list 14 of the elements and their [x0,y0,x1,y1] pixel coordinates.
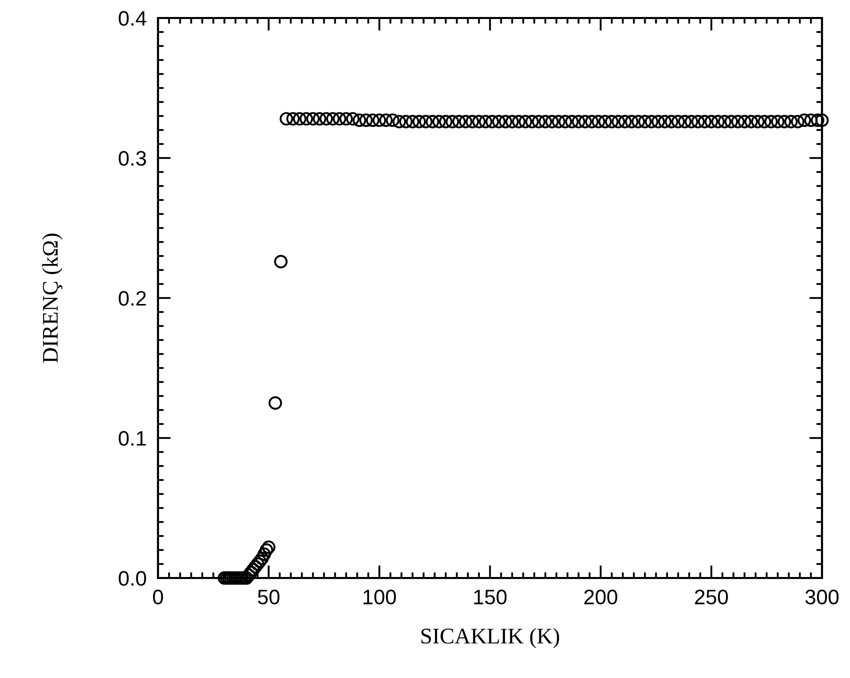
x-tick-label: 150 [474,590,507,604]
x-axis-title: SICAKLIK (K) [421,628,560,648]
x-tick-label: 200 [584,590,618,604]
x-tick-label: 50 [258,590,280,604]
x-tick-label: 0 [153,590,163,604]
y-tick-label: 0.0 [118,571,146,586]
y-tick-label: 0.3 [118,151,146,166]
y-tick-label: 0.1 [118,431,146,446]
y-axis-title: DIRENÇ (kΩ) [42,234,62,363]
x-tick-label: 100 [364,590,396,604]
x-tick-label: 300 [805,590,839,604]
y-tick-label: 0.2 [118,291,146,306]
y-tick-label: 0.4 [118,11,146,26]
x-tick-label: 250 [695,590,728,604]
